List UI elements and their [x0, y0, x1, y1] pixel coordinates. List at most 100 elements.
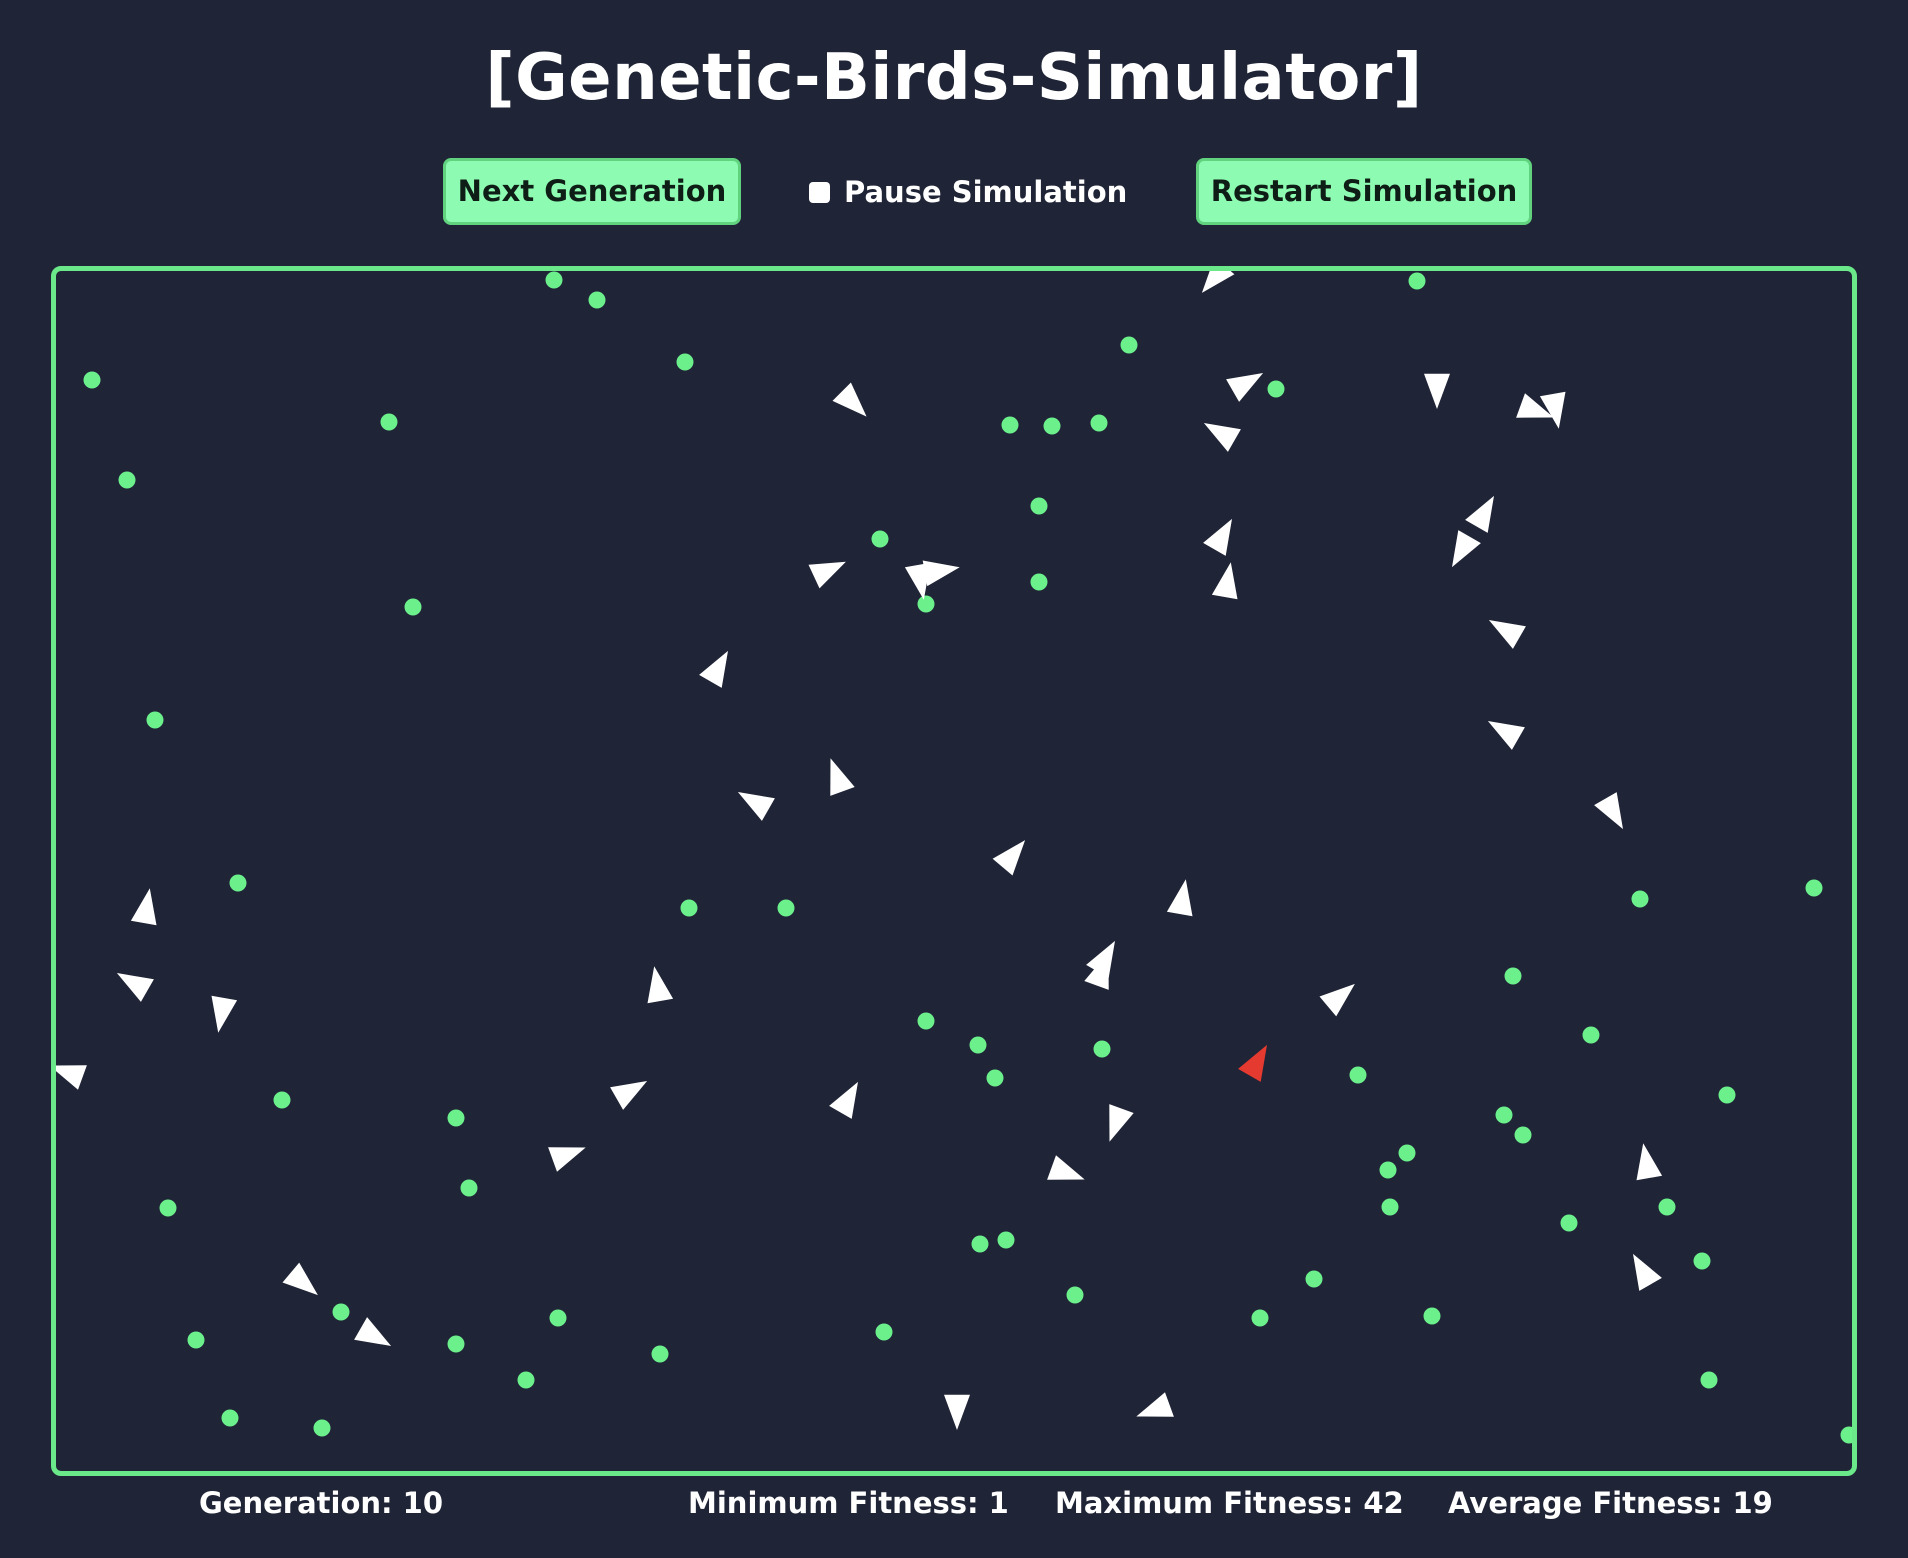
bird-agent	[1226, 373, 1264, 402]
food-dot	[1066, 1286, 1084, 1304]
food-dot	[404, 598, 422, 616]
food-dot	[159, 1199, 177, 1217]
bird-agent	[1211, 562, 1238, 600]
bird-agent	[829, 1081, 858, 1119]
food-dot	[1805, 879, 1823, 897]
bird-agent	[1487, 721, 1525, 750]
bird-agent	[1539, 391, 1566, 429]
generation-label: Generation:	[199, 1486, 393, 1520]
minimum-fitness-stat: Minimum Fitness: 1	[688, 1486, 1009, 1520]
stats-bar: Generation: 10 Minimum Fitness: 1 Maximu…	[0, 1486, 1908, 1526]
bird-agent	[1201, 271, 1235, 293]
maximum-fitness-stat: Maximum Fitness: 42	[1055, 1486, 1404, 1520]
next-generation-button[interactable]: Next Generation	[443, 158, 741, 225]
bird-agent	[610, 1081, 648, 1110]
bird-agent	[832, 382, 867, 417]
food-dot	[1030, 497, 1048, 515]
simulation-canvas[interactable]	[51, 266, 1857, 1476]
bird-agent	[1086, 940, 1115, 978]
food-dot	[1504, 967, 1522, 985]
food-dot	[447, 1109, 465, 1127]
bird-agent	[992, 840, 1026, 876]
food-dot	[1267, 380, 1285, 398]
food-dot	[917, 595, 935, 613]
bird-agent	[1633, 1253, 1662, 1291]
page-title: [Genetic-Birds-Simulator]	[485, 41, 1423, 115]
food-dot	[1514, 1126, 1532, 1144]
food-dot	[118, 471, 136, 489]
maximum-fitness-value: 42	[1363, 1486, 1404, 1520]
food-dot	[1030, 573, 1048, 591]
food-dot	[1251, 1309, 1269, 1327]
food-dot	[1840, 1426, 1852, 1444]
food-dot	[1700, 1371, 1718, 1389]
bird-agent	[211, 995, 238, 1033]
food-dot	[969, 1036, 987, 1054]
food-dot	[777, 899, 795, 917]
bird-agent	[737, 792, 775, 821]
food-dot	[917, 1012, 935, 1030]
maximum-fitness-label: Maximum Fitness:	[1055, 1486, 1354, 1520]
food-dot	[83, 371, 101, 389]
bird-agent	[1109, 1104, 1134, 1142]
average-fitness-stat: Average Fitness: 19	[1448, 1486, 1773, 1520]
simulation-field	[56, 271, 1852, 1444]
food-dot	[221, 1409, 239, 1427]
bird-agent	[548, 1147, 586, 1172]
food-dot	[273, 1091, 291, 1109]
food-dot	[676, 353, 694, 371]
pause-simulation-toggle[interactable]: Pause Simulation	[809, 172, 1127, 212]
food-dot	[651, 1345, 669, 1363]
food-dot	[332, 1303, 350, 1321]
pause-simulation-label: Pause Simulation	[844, 175, 1128, 209]
food-dot	[997, 1231, 1015, 1249]
bird-agent	[1452, 530, 1481, 568]
pause-checkbox[interactable]	[809, 181, 830, 203]
food-dot	[680, 899, 698, 917]
food-dot	[1398, 1144, 1416, 1162]
food-dot	[229, 874, 247, 892]
food-dot	[971, 1235, 989, 1253]
bird-agent	[354, 1317, 392, 1346]
bird-agent	[1424, 373, 1450, 409]
food-dot	[380, 413, 398, 431]
food-dot	[1408, 272, 1426, 290]
bird-agent	[647, 966, 674, 1004]
food-dot	[1560, 1214, 1578, 1232]
bird-agent	[1516, 393, 1554, 418]
food-dot	[1718, 1086, 1736, 1104]
bird-agent	[282, 1262, 318, 1296]
food-dot	[1631, 890, 1649, 908]
food-dot	[517, 1371, 535, 1389]
bird-agent	[1465, 495, 1494, 533]
bird-agent	[116, 973, 154, 1002]
food-dot	[1381, 1198, 1399, 1216]
food-dot	[1093, 1040, 1111, 1058]
restart-simulation-button[interactable]: Restart Simulation	[1196, 158, 1532, 225]
food-dot	[1423, 1307, 1441, 1325]
food-dot	[1090, 414, 1108, 432]
minimum-fitness-label: Minimum Fitness:	[688, 1486, 979, 1520]
food-dot	[1582, 1026, 1600, 1044]
food-dot	[187, 1331, 205, 1349]
bird-agent	[1203, 423, 1241, 452]
controls-bar: Next Generation Pause Simulation Restart…	[0, 158, 1908, 225]
bird-agent	[130, 888, 157, 926]
food-dot	[1658, 1198, 1676, 1216]
average-fitness-value: 19	[1732, 1486, 1773, 1520]
food-dot	[313, 1419, 331, 1437]
bird-agent	[1594, 792, 1623, 830]
food-dot	[146, 711, 164, 729]
bird-agent	[1319, 983, 1355, 1017]
bird-agent	[1488, 620, 1526, 649]
bird-agent	[830, 758, 855, 796]
bird-agent	[56, 1065, 87, 1090]
best-bird-agent	[1238, 1044, 1267, 1082]
food-dot	[1495, 1106, 1513, 1124]
bird-agent	[944, 1394, 970, 1430]
average-fitness-label: Average Fitness:	[1448, 1486, 1723, 1520]
food-dot	[588, 291, 606, 309]
bird-agent	[808, 561, 846, 589]
food-dot	[545, 271, 563, 289]
food-dot	[875, 1323, 893, 1341]
